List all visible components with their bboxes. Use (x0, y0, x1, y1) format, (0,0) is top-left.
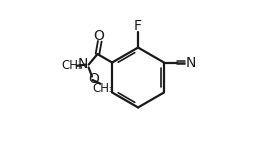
Text: CH₃: CH₃ (61, 59, 83, 72)
Text: N: N (185, 55, 196, 70)
Text: N: N (77, 57, 88, 71)
Text: CH₃: CH₃ (93, 82, 114, 95)
Text: F: F (134, 19, 142, 33)
Text: O: O (94, 29, 104, 43)
Text: O: O (88, 72, 99, 86)
